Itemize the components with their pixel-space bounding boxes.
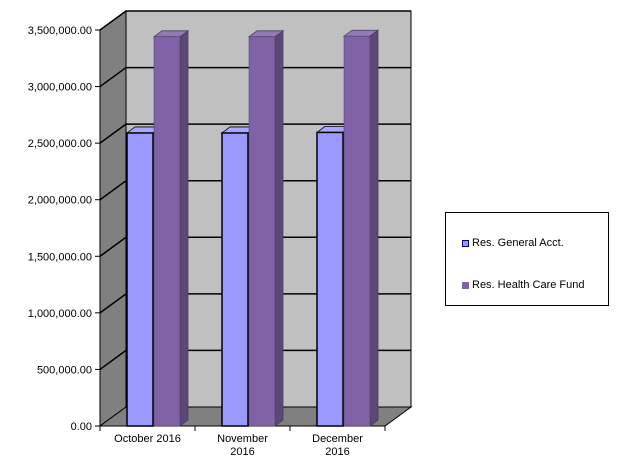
x-tick-label: November xyxy=(217,433,268,445)
y-tick-label: 500,000.00 xyxy=(37,364,92,376)
x-tick-label: 2016 xyxy=(325,446,349,458)
legend-label-health: Res. Health Care Fund xyxy=(472,279,585,291)
legend-label-general: Res. General Acct. xyxy=(472,237,564,249)
bar-series1-cat1 xyxy=(249,31,283,426)
y-tick-label: 1,000,000.00 xyxy=(28,308,92,320)
x-tick-label: 2016 xyxy=(230,446,254,458)
x-tick-label: December xyxy=(312,433,363,445)
x-tick-label: October 2016 xyxy=(114,433,181,445)
legend-swatch-health xyxy=(462,282,469,289)
y-tick-label: 3,000,000.00 xyxy=(28,82,92,94)
bar-series1-cat0 xyxy=(154,31,188,426)
legend-item-health: Res. Health Care Fund xyxy=(462,279,585,291)
legend-item-general: Res. General Acct. xyxy=(462,237,564,249)
y-tick-label: 2,000,000.00 xyxy=(28,195,92,207)
y-tick-label: 1,500,000.00 xyxy=(28,251,92,263)
y-tick-label: 0.00 xyxy=(71,421,92,433)
chart-legend: Res. General Acct. Res. Health Care Fund xyxy=(445,212,609,306)
chart-side-wall xyxy=(100,11,126,426)
y-tick-label: 2,500,000.00 xyxy=(28,138,92,150)
legend-swatch-general xyxy=(462,240,469,247)
y-tick-label: 3,500,000.00 xyxy=(28,25,92,37)
bar-series1-cat2 xyxy=(344,30,378,426)
